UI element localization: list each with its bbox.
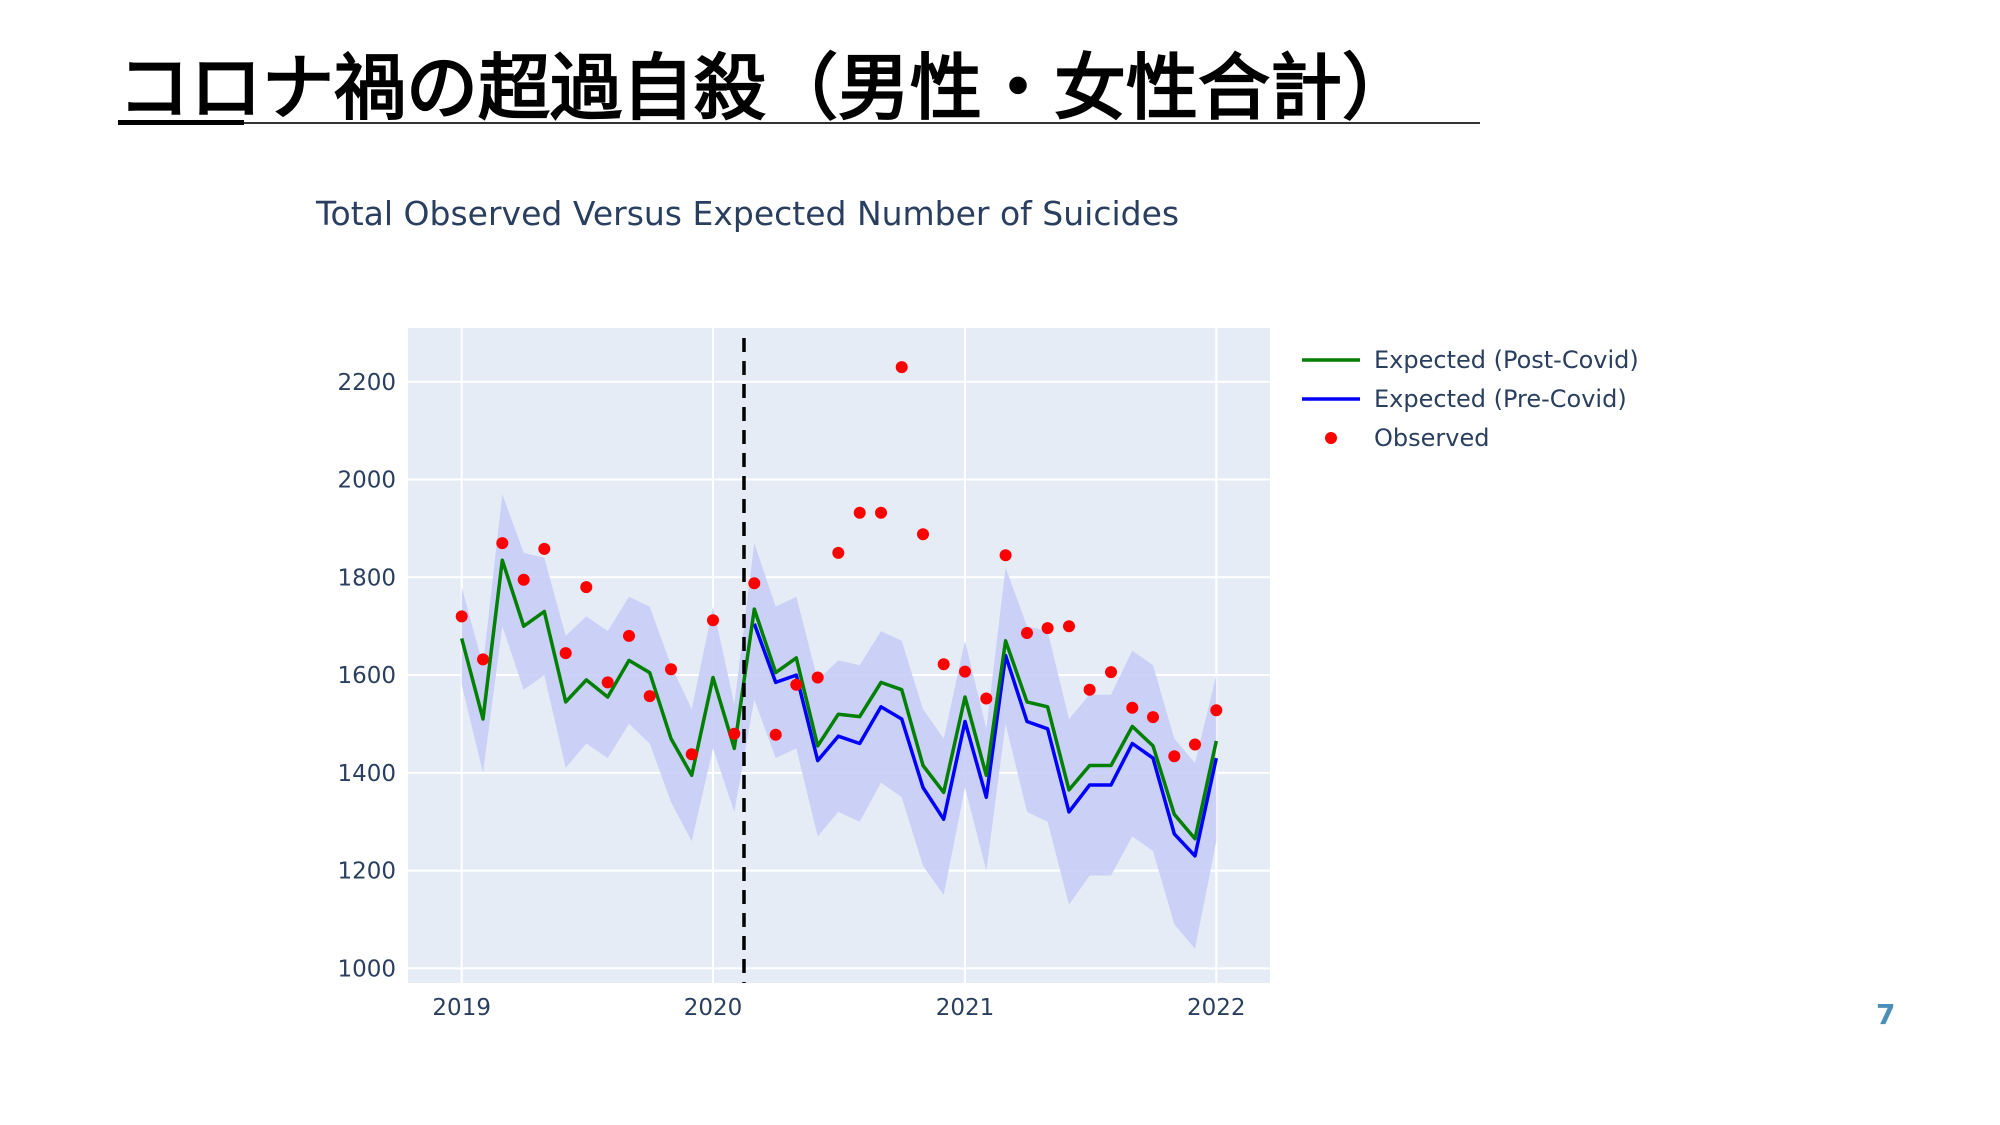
observed-point <box>917 528 929 541</box>
legend-item-observed[interactable]: Observed <box>1325 424 1489 452</box>
observed-point <box>580 581 593 594</box>
observed-point <box>559 647 572 660</box>
y-tick-label: 1400 <box>337 761 396 787</box>
observed-point <box>895 361 908 374</box>
observed-point <box>1105 666 1117 679</box>
observed-point <box>1189 738 1201 751</box>
y-tick-label: 1000 <box>337 956 396 982</box>
observed-point <box>601 676 614 689</box>
observed-point <box>643 690 656 703</box>
observed-point <box>665 663 677 676</box>
observed-point <box>1210 704 1223 717</box>
legend-label-pre-covid: Expected (Pre-Covid) <box>1374 385 1627 413</box>
legend[interactable]: Expected (Post-Covid) Expected (Pre-Covid… <box>1302 346 1639 452</box>
expected-range-band <box>461 494 1217 949</box>
observed-point <box>748 577 761 590</box>
legend-label-post-covid: Expected (Post-Covid) <box>1374 346 1639 374</box>
observed-point <box>1041 622 1054 635</box>
page-number: 7 <box>1876 998 1896 1031</box>
series-line-pre-covid <box>752 623 1219 858</box>
x-tick-label: 2021 <box>936 995 995 1021</box>
y-tick-label: 1800 <box>337 565 396 591</box>
x-tick-label: 2019 <box>432 995 491 1021</box>
observed-point <box>1021 627 1033 639</box>
title-underline-accent <box>118 120 244 125</box>
observed-point <box>811 671 824 684</box>
observed-point <box>832 546 845 559</box>
legend-item-pre-covid[interactable]: Expected (Pre-Covid) <box>1302 385 1627 413</box>
y-tick-label: 1600 <box>337 663 396 689</box>
observed-point <box>477 653 489 666</box>
observed-point <box>1083 683 1096 696</box>
legend-label-observed: Observed <box>1374 424 1489 452</box>
axes: 1000 1200 1400 1600 1800 2000 2200 2019 2020 2021… <box>337 370 1245 1021</box>
observed-point <box>999 549 1012 562</box>
series <box>455 361 1223 858</box>
y-tick-label: 2200 <box>337 370 396 396</box>
observed-point <box>1168 750 1181 763</box>
observed-point <box>1126 701 1139 714</box>
y-tick-label: 2000 <box>337 468 396 494</box>
observed-point <box>623 629 635 642</box>
x-tick-label: 2022 <box>1187 995 1246 1021</box>
series-line-post-covid <box>460 558 1219 841</box>
observed-point <box>685 748 698 761</box>
slide-title: コロナ禍の超過自殺（男性・女性合計） <box>118 46 1415 130</box>
observed-point <box>728 727 741 740</box>
observed-point <box>875 506 887 519</box>
y-tick-label: 1200 <box>337 859 396 885</box>
legend-swatch-observed <box>1325 432 1337 444</box>
title-underline <box>118 122 1480 124</box>
band-area <box>461 494 1217 949</box>
legend-item-post-covid[interactable]: Expected (Post-Covid) <box>1302 346 1639 374</box>
observed-point <box>517 573 530 586</box>
observed-point <box>455 610 468 623</box>
observed-point <box>959 665 971 678</box>
observed-point <box>769 728 782 741</box>
x-tick-label: 2020 <box>684 995 743 1021</box>
observed-point <box>707 614 719 627</box>
observed-point <box>790 678 803 691</box>
observed-point <box>1147 711 1159 724</box>
chart-title: Total Observed Versus Expected Number of… <box>315 194 1179 233</box>
observed-point <box>538 542 551 555</box>
observed-point <box>1063 620 1075 633</box>
observed-point <box>853 506 866 519</box>
observed-point <box>496 537 509 550</box>
observed-point <box>980 692 993 705</box>
observed-point <box>937 658 950 671</box>
